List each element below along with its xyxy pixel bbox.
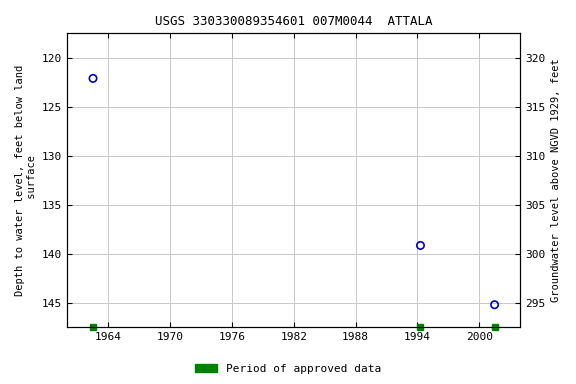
Y-axis label: Depth to water level, feet below land
 surface: Depth to water level, feet below land su… bbox=[15, 65, 37, 296]
Point bbox=[416, 242, 425, 248]
Point bbox=[88, 75, 97, 81]
Title: USGS 330330089354601 007M0044  ATTALA: USGS 330330089354601 007M0044 ATTALA bbox=[155, 15, 433, 28]
Y-axis label: Groundwater level above NGVD 1929, feet: Groundwater level above NGVD 1929, feet bbox=[551, 58, 561, 302]
Legend: Period of approved data: Period of approved data bbox=[191, 359, 385, 379]
Point bbox=[490, 302, 499, 308]
